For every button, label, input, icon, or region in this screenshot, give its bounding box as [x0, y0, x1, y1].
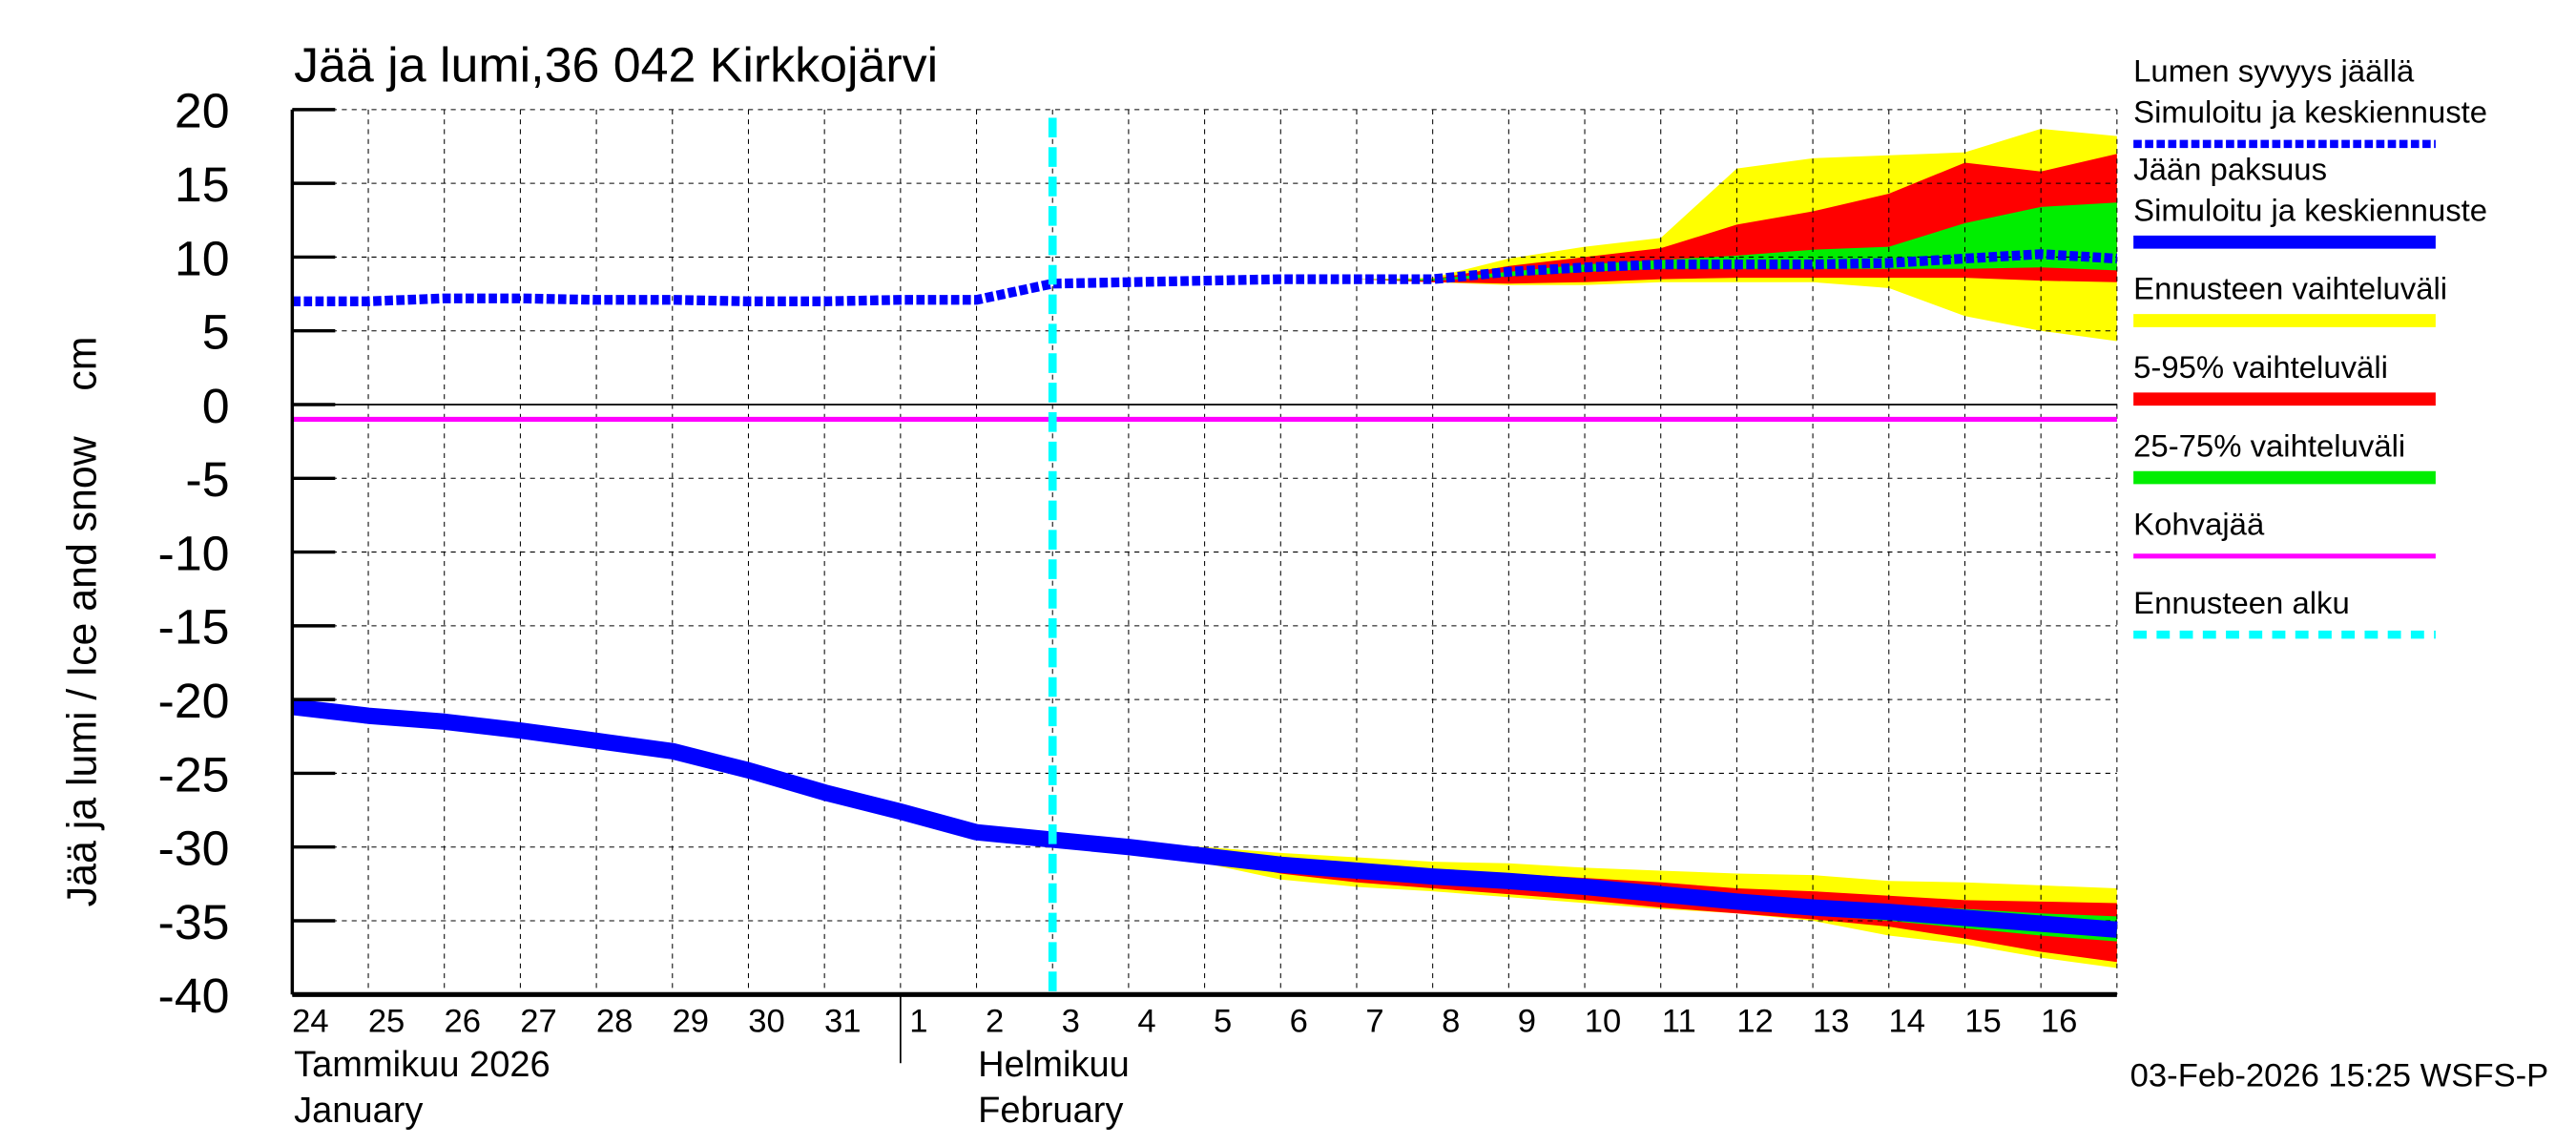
month-label-fi: Helmikuu [978, 1045, 1130, 1085]
x-tick-label: 30 [748, 1004, 784, 1040]
x-tick-label: 10 [1585, 1004, 1621, 1040]
chart-title: Jää ja lumi,36 042 Kirkkojärvi [294, 37, 938, 93]
x-tick-label: 27 [520, 1004, 556, 1040]
y-tick-label: 20 [175, 83, 230, 138]
legend-label: Kohvajää [2133, 507, 2265, 542]
y-tick-label: 0 [202, 378, 230, 433]
x-tick-label: 28 [596, 1004, 633, 1040]
y-tick-label: -25 [158, 747, 230, 802]
x-tick-label: 14 [1889, 1004, 1925, 1040]
y-tick-label: 10 [175, 231, 230, 286]
month-label-en: January [294, 1091, 423, 1131]
y-tick-label: -40 [158, 968, 230, 1023]
x-tick-label: 16 [2041, 1004, 2077, 1040]
legend-label: 25-75% vaihteluväli [2133, 427, 2405, 463]
y-axis-label: Jää ja lumi / Ice and snow cm [59, 337, 105, 907]
y-tick-label: -30 [158, 821, 230, 876]
x-tick-label: 13 [1813, 1004, 1849, 1040]
y-tick-label: -20 [158, 673, 230, 728]
x-tick-label: 7 [1365, 1004, 1383, 1040]
x-tick-label: 9 [1518, 1004, 1536, 1040]
legend-label: 5-95% vaihteluväli [2133, 349, 2388, 385]
ice-thickness-line [291, 698, 2118, 938]
y-tick-label: 15 [175, 156, 230, 212]
legend: Lumen syvyys jäällä Simuloitu ja keskienn… [2133, 53, 2487, 639]
x-tick-label: 31 [824, 1004, 861, 1040]
y-tick-label: -10 [158, 526, 230, 581]
snow-depth-line [292, 249, 2118, 306]
grid [291, 109, 2118, 995]
x-tick-label: 24 [292, 1004, 328, 1040]
timestamp: 03-Feb-2026 15:25 WSFS-P [2130, 1057, 2549, 1093]
series-lines [291, 117, 2118, 995]
x-tick-label: 2 [986, 1004, 1004, 1040]
x-tick-label: 11 [1662, 1004, 1696, 1040]
x-tick-label: 1 [909, 1004, 927, 1040]
x-tick-label: 15 [1964, 1004, 2001, 1040]
x-tick-label: 3 [1062, 1004, 1080, 1040]
legend-label: Lumen syvyys jäällä [2133, 53, 2415, 89]
legend-label-2: Simuloitu ja keskiennuste [2133, 94, 2487, 130]
legend-label-2: Simuloitu ja keskiennuste [2133, 193, 2487, 228]
x-tick-label: 6 [1290, 1004, 1308, 1040]
x-tick-label: 8 [1442, 1004, 1460, 1040]
y-tick-label: -5 [185, 451, 229, 507]
x-tick-label: 25 [368, 1004, 405, 1040]
x-tick-label: 26 [445, 1004, 481, 1040]
legend-label: Ennusteen vaihteluväli [2133, 271, 2447, 306]
month-label-fi: Tammikuu 2026 [294, 1045, 551, 1085]
y-tick-label: -15 [158, 599, 230, 655]
y-tick-label: -35 [158, 894, 230, 949]
x-tick-label: 5 [1214, 1004, 1232, 1040]
x-tick-label: 4 [1137, 1004, 1155, 1040]
month-label-en: February [978, 1091, 1123, 1131]
legend-label: Jään paksuus [2133, 152, 2327, 187]
y-tick-label: 5 [202, 304, 230, 360]
x-tick-label: 29 [673, 1004, 709, 1040]
x-tick-label: 12 [1736, 1004, 1773, 1040]
legend-label: Ennusteen alku [2133, 585, 2350, 620]
